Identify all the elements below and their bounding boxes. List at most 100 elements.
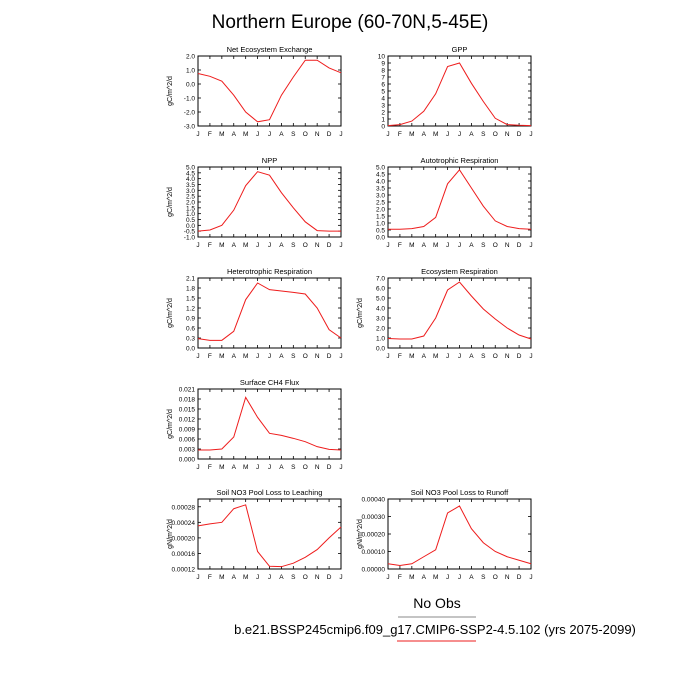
y-axis-label: gC/m^2/d	[167, 409, 174, 439]
x-tick-label: J	[339, 242, 342, 249]
x-tick-label: J	[458, 242, 461, 249]
case-label: b.e21.BSSP245cmip6.f09_g17.CMIP6-SSP2-4.…	[234, 622, 636, 637]
panel-title: Net Ecosystem Exchange	[227, 45, 313, 54]
y-axis-label: gC/m^2/d	[167, 187, 174, 217]
panels: Net Ecosystem Exchange gC/m^2/d -3.0 -2.0 -1…	[167, 45, 533, 581]
y-tick-label: 1.0	[186, 68, 195, 75]
y-tick-label: 2.1	[186, 276, 195, 283]
x-tick-label: M	[243, 464, 248, 471]
x-tick-label: F	[208, 574, 212, 581]
x-tick-label: D	[327, 464, 332, 471]
x-tick-label: J	[529, 353, 532, 360]
y-tick-label: 1.2	[186, 306, 195, 313]
plot-frame	[387, 277, 532, 349]
x-tick-label: S	[291, 464, 296, 471]
y-tick-label: 0.015	[179, 407, 196, 414]
y-tick-label: 5	[381, 89, 385, 96]
x-tick-label: F	[398, 574, 402, 581]
x-tick-label: A	[469, 353, 474, 360]
x-tick-label: F	[208, 464, 212, 471]
y-axis-label: gN/m^2/d	[167, 519, 174, 549]
x-tick-label: A	[469, 242, 474, 249]
x-tick-label: O	[493, 242, 498, 249]
series-line	[387, 505, 532, 567]
x-tick-label: D	[517, 353, 522, 360]
y-tick-label: 4.5	[186, 170, 195, 177]
y-tick-label: 1.0	[376, 221, 385, 228]
x-tick-label: D	[327, 131, 332, 138]
x-tick-label: O	[303, 464, 308, 471]
y-tick-label: 0.0	[186, 223, 195, 230]
x-tick-label: O	[493, 353, 498, 360]
y-tick-label: 3.0	[186, 188, 195, 195]
x-tick-label: J	[386, 353, 389, 360]
y-tick-label: 10	[378, 54, 386, 61]
x-tick-label: N	[505, 131, 510, 138]
y-tick-label: 0.9	[186, 316, 195, 323]
x-tick-label: J	[256, 242, 259, 249]
x-tick-label: M	[219, 242, 224, 249]
x-tick-label: A	[232, 131, 237, 138]
y-tick-label: 1.5	[186, 205, 195, 212]
x-tick-label: F	[398, 353, 402, 360]
series-line	[387, 281, 532, 340]
y-tick-label: 0.006	[179, 437, 196, 444]
x-tick-label: J	[446, 353, 449, 360]
x-tick-label: J	[446, 574, 449, 581]
y-tick-label: 3.0	[376, 193, 385, 200]
x-tick-label: A	[232, 353, 237, 360]
panel-title: Ecosystem Respiration	[421, 267, 498, 276]
x-tick-label: N	[315, 464, 320, 471]
y-tick-label: 3	[381, 103, 385, 110]
x-tick-label: S	[481, 353, 486, 360]
plot-frame	[387, 498, 532, 570]
y-tick-label: 3.0	[376, 316, 385, 323]
x-tick-label: N	[505, 242, 510, 249]
y-tick-label: 6	[381, 82, 385, 89]
y-tick-label: 2.0	[376, 207, 385, 214]
x-tick-label: A	[279, 574, 284, 581]
y-tick-label: 0.00016	[172, 551, 196, 558]
x-tick-label: J	[529, 574, 532, 581]
y-tick-label: 4.0	[186, 176, 195, 183]
x-tick-label: D	[517, 131, 522, 138]
x-tick-label: J	[446, 242, 449, 249]
y-tick-label: 2.0	[376, 326, 385, 333]
y-tick-label: 2.5	[376, 200, 385, 207]
y-tick-label: 2.0	[186, 200, 195, 207]
y-tick-label: 0.5	[186, 217, 195, 224]
x-tick-label: J	[196, 242, 199, 249]
y-tick-label: 0.000	[179, 457, 196, 464]
y-tick-label: 0	[381, 124, 385, 131]
y-tick-label: 2.0	[186, 54, 195, 61]
x-tick-label: F	[398, 131, 402, 138]
y-axis-label: gC/m^2/d	[167, 76, 174, 106]
y-tick-label: 5.0	[186, 165, 195, 172]
y-tick-label: 5.0	[376, 165, 385, 172]
y-tick-label: 0.003	[179, 447, 196, 454]
x-tick-label: F	[208, 353, 212, 360]
x-tick-label: A	[232, 574, 237, 581]
series-line	[197, 171, 341, 232]
panel-title: Soil NO3 Pool Loss to Leaching	[217, 488, 323, 497]
x-tick-label: J	[256, 353, 259, 360]
series-line	[388, 168, 532, 230]
y-tick-label: -3.0	[184, 124, 196, 131]
y-tick-label: 0.00028	[172, 504, 196, 511]
x-tick-label: J	[256, 464, 259, 471]
x-tick-label: D	[327, 574, 332, 581]
y-tick-label: 1.5	[186, 296, 195, 303]
y-tick-label: 6.0	[376, 286, 385, 293]
x-tick-label: J	[256, 131, 259, 138]
y-tick-label: 0.0	[376, 235, 385, 242]
chart-panel: Autotrophic Respiration 0.00.51.01.52.02.…	[376, 156, 533, 249]
chart-panel: Soil NO3 Pool Loss to LeachinggN/m^2/d0.…	[167, 488, 343, 581]
y-tick-label: 0.00020	[172, 535, 196, 542]
x-tick-label: M	[433, 242, 438, 249]
x-tick-label: M	[219, 574, 224, 581]
x-tick-label: D	[327, 353, 332, 360]
x-tick-label: S	[291, 353, 296, 360]
x-tick-label: M	[409, 353, 414, 360]
x-tick-label: M	[219, 464, 224, 471]
